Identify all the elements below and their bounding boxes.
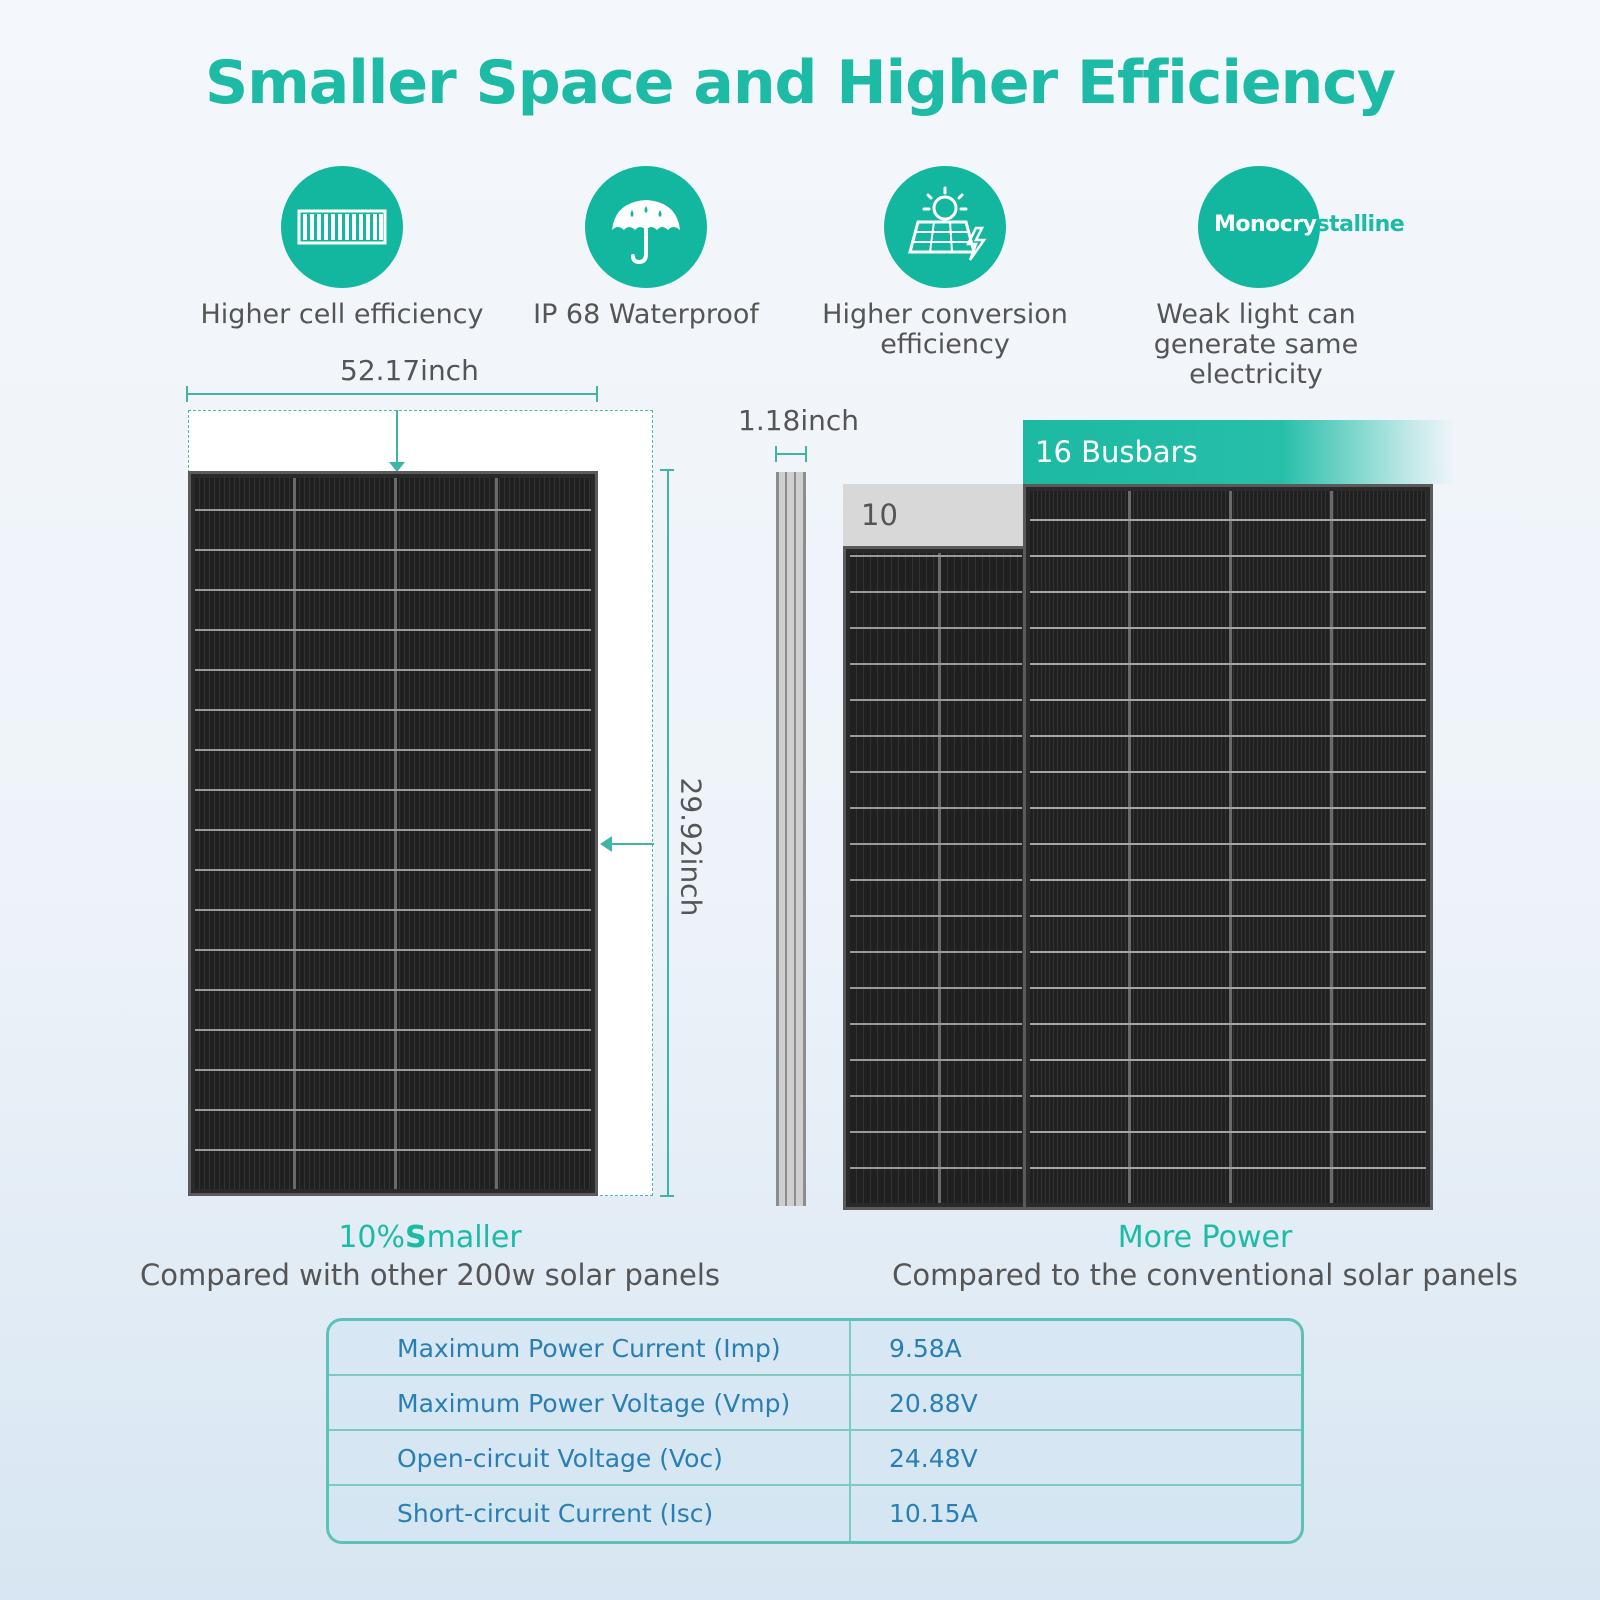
- spec-name: Maximum Power Current (Imp): [329, 1321, 851, 1374]
- spec-name: Maximum Power Voltage (Vmp): [329, 1376, 851, 1429]
- feature-label: IP 68 Waterproof: [533, 299, 759, 330]
- spec-value: 20.88V: [889, 1389, 978, 1418]
- panel-side-profile: [775, 446, 807, 1206]
- left-caption-highlight: 10%Smaller: [338, 1220, 522, 1255]
- solar-panel-10-busbars: [843, 546, 1029, 1210]
- width-dimension-label: 52.17inch: [340, 354, 479, 387]
- spec-table: Maximum Power Current (Imp) 9.58A Maximu…: [326, 1318, 1304, 1544]
- monocrystalline-text: Monocrystalline: [1214, 212, 1405, 237]
- spec-value: 10.15A: [889, 1499, 978, 1528]
- left-caption-sub: Compared with other 200w solar panels: [139, 1258, 721, 1292]
- monocrystalline-badge: Monocrystalline: [1198, 166, 1405, 288]
- feature-label: Higher conversion efficiency: [822, 299, 1068, 360]
- spec-name: Open-circuit Voltage (Voc): [329, 1431, 851, 1484]
- table-row: Maximum Power Voltage (Vmp) 20.88V: [329, 1376, 1301, 1431]
- umbrella-rain-icon: [585, 166, 707, 288]
- busbar-16-label: 16 Busbars: [1035, 435, 1198, 469]
- feature-label: Weak light can generate same electricity: [1153, 299, 1359, 390]
- solar-panel-compact: [188, 471, 598, 1196]
- feature-conversion: Higher conversion efficiency: [785, 166, 1105, 360]
- solar-panel-16-busbars: [1023, 484, 1433, 1210]
- busbar-10-tab: 10 Busbars: [843, 484, 1023, 594]
- feature-waterproof: IP 68 Waterproof: [486, 166, 806, 330]
- sun-solar-panel-icon: [884, 166, 1006, 288]
- feature-weak-light: Monocrystalline Weak light can generate …: [1096, 166, 1416, 390]
- height-dimension-label: 29.92inch: [674, 777, 708, 917]
- right-caption-sub: Compared to the conventional solar panel…: [892, 1258, 1518, 1292]
- right-caption-highlight: More Power: [1117, 1220, 1293, 1255]
- spec-value: 9.58A: [889, 1334, 962, 1363]
- busbar-16-tab: 16 Busbars: [1023, 420, 1455, 484]
- width-dimension-arrow: [186, 386, 598, 472]
- feature-label: Higher cell efficiency: [200, 299, 484, 330]
- table-row: Open-circuit Voltage (Voc) 24.48V: [329, 1431, 1301, 1486]
- spec-value: 24.48V: [889, 1444, 978, 1473]
- table-row: Short-circuit Current (Isc) 10.15A: [329, 1486, 1301, 1541]
- page-title: Smaller Space and Higher Efficiency: [205, 48, 1396, 118]
- solar-cell-icon: [281, 166, 403, 288]
- height-dimension-arrow: [600, 469, 674, 1197]
- thickness-dimension-label: 1.18inch: [738, 404, 860, 437]
- feature-cell-efficiency: Higher cell efficiency: [182, 166, 502, 330]
- table-row: Maximum Power Current (Imp) 9.58A: [329, 1321, 1301, 1376]
- spec-name: Short-circuit Current (Isc): [329, 1486, 851, 1541]
